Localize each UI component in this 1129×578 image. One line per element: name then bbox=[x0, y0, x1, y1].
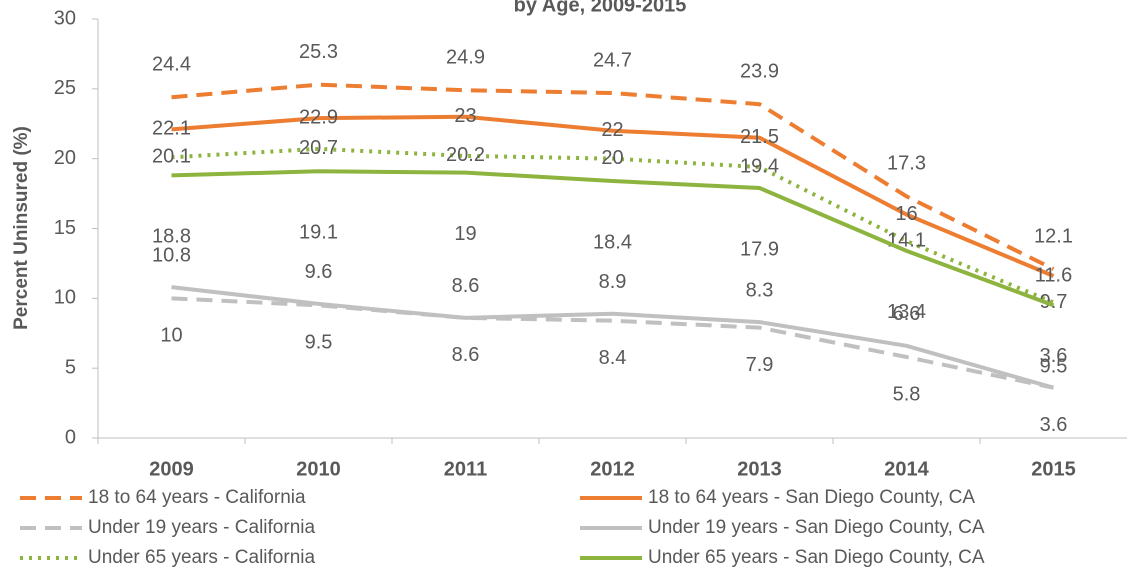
series-line bbox=[171, 82, 1055, 271]
data-label: 25.3 bbox=[299, 41, 338, 63]
legend-label: Under 65 years - San Diego County, CA bbox=[648, 547, 985, 568]
data-label: 3.6 bbox=[1040, 414, 1068, 436]
data-label: 8.9 bbox=[599, 271, 627, 293]
legend-label: 18 to 64 years - California bbox=[88, 487, 306, 508]
series-line bbox=[171, 146, 1055, 305]
data-label: 22.1 bbox=[152, 118, 191, 140]
data-label: 20 bbox=[601, 147, 623, 169]
data-label: 3.6 bbox=[1040, 345, 1068, 367]
data-label: 9.5 bbox=[1040, 356, 1068, 378]
data-label: 20.7 bbox=[299, 137, 338, 159]
data-label: 20.1 bbox=[152, 146, 191, 168]
data-label: 17.9 bbox=[740, 238, 779, 260]
data-label: 8.6 bbox=[452, 275, 480, 297]
data-label: 24.9 bbox=[446, 47, 485, 69]
x-tick-label: 2009 bbox=[149, 458, 194, 480]
data-label: 18.4 bbox=[593, 231, 632, 253]
data-label: 8.3 bbox=[746, 279, 774, 301]
x-tick-label: 2012 bbox=[590, 458, 635, 480]
series-line bbox=[171, 296, 1054, 390]
data-label: 7.9 bbox=[746, 354, 774, 376]
data-label: 12.1 bbox=[1034, 225, 1073, 247]
data-label: 13.4 bbox=[887, 301, 926, 323]
legend-label: 18 to 64 years - San Diego County, CA bbox=[648, 487, 975, 508]
y-tick-label: 25 bbox=[54, 77, 76, 99]
x-tick-label: 2010 bbox=[296, 458, 341, 480]
data-label: 23 bbox=[454, 105, 476, 127]
x-tick-label: 2011 bbox=[444, 458, 487, 480]
data-label: 9.7 bbox=[1040, 291, 1068, 313]
data-label: 10.8 bbox=[152, 244, 191, 266]
data-label: 9.6 bbox=[305, 261, 333, 283]
data-label: 17.3 bbox=[887, 153, 926, 175]
data-label: 8.4 bbox=[599, 347, 627, 369]
data-label: 6.6 bbox=[893, 303, 921, 325]
data-label: 10 bbox=[160, 325, 182, 347]
data-label: 24.7 bbox=[593, 49, 632, 71]
legend-label: Under 65 years - California bbox=[88, 547, 315, 568]
data-label: 11.6 bbox=[1035, 264, 1072, 286]
data-label: 20.2 bbox=[446, 144, 485, 166]
data-label: 19 bbox=[454, 223, 476, 245]
chart-title: by Age, 2009-2015 bbox=[514, 0, 687, 16]
y-tick-label: 0 bbox=[65, 426, 76, 448]
data-label: 22 bbox=[601, 119, 623, 141]
data-label: 21.5 bbox=[740, 126, 779, 148]
legend-label: Under 19 years - San Diego County, CA bbox=[648, 517, 985, 538]
series-line bbox=[171, 285, 1055, 390]
data-label: 22.9 bbox=[299, 106, 338, 128]
y-axis-label: Percent Uninsured (%) bbox=[11, 126, 32, 330]
y-tick-label: 30 bbox=[54, 7, 76, 29]
data-label: 24.4 bbox=[152, 53, 191, 75]
data-label: 14.1 bbox=[887, 229, 926, 251]
data-label: 19.1 bbox=[299, 222, 338, 244]
y-tick-label: 15 bbox=[54, 217, 76, 239]
data-label: 23.9 bbox=[740, 60, 779, 82]
data-label: 9.5 bbox=[305, 332, 333, 354]
data-label: 16 bbox=[895, 203, 917, 225]
x-tick-label: 2013 bbox=[737, 458, 782, 480]
data-label: 18.8 bbox=[152, 226, 191, 248]
y-tick-label: 5 bbox=[65, 356, 76, 378]
y-tick-label: 10 bbox=[54, 287, 76, 309]
series-line bbox=[171, 169, 1055, 308]
data-label: 8.6 bbox=[452, 344, 480, 366]
x-tick-label: 2015 bbox=[1031, 458, 1076, 480]
x-tick-label: 2014 bbox=[884, 458, 929, 480]
series-line bbox=[171, 114, 1055, 278]
data-label: 5.8 bbox=[893, 383, 921, 405]
data-label: 19.4 bbox=[740, 155, 779, 177]
legend-label: Under 19 years - California bbox=[88, 517, 315, 538]
y-tick-label: 20 bbox=[54, 147, 76, 169]
